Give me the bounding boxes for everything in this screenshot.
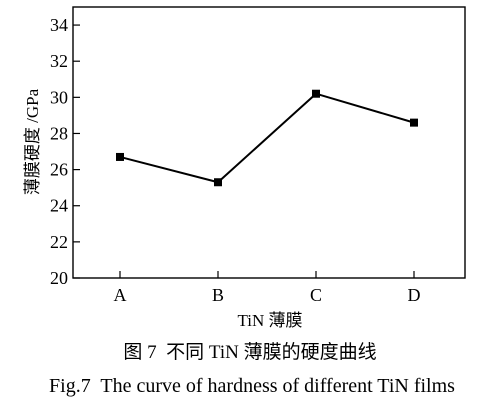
x-tick-label: C — [310, 285, 322, 305]
hardness-series-line — [119, 92, 415, 184]
plot-area — [72, 6, 466, 279]
data-point-C — [312, 89, 320, 98]
series-layer — [116, 89, 418, 187]
figure-caption-chinese: 图 7 不同 TiN 薄膜的硬度曲线 — [123, 341, 376, 363]
y-axis-title: 薄膜硬度 /GPa — [23, 88, 42, 195]
y-tick-label: 34 — [50, 15, 68, 35]
y-tick-label: 24 — [50, 196, 68, 216]
x-axis-title: TiN 薄膜 — [237, 311, 302, 330]
y-tick-label: 28 — [50, 123, 68, 143]
x-tick-label: A — [114, 285, 127, 305]
figure-caption-english: Fig.7 The curve of hardness of different… — [49, 375, 455, 397]
y-tick-label: 30 — [50, 87, 68, 107]
y-tick-label: 22 — [50, 232, 68, 252]
x-axis-ticks: A B C D — [114, 271, 421, 305]
y-tick-label: 26 — [50, 160, 68, 180]
x-tick-label: D — [408, 285, 421, 305]
y-axis-ticks: 20 22 24 26 28 30 32 34 — [50, 15, 80, 288]
plot-frame — [72, 6, 466, 279]
x-tick-label: B — [212, 285, 224, 305]
y-tick-label: 20 — [50, 268, 68, 288]
y-tick-label: 32 — [50, 51, 68, 71]
data-point-A — [116, 152, 124, 161]
data-point-B — [214, 178, 222, 187]
data-point-D — [410, 118, 418, 127]
